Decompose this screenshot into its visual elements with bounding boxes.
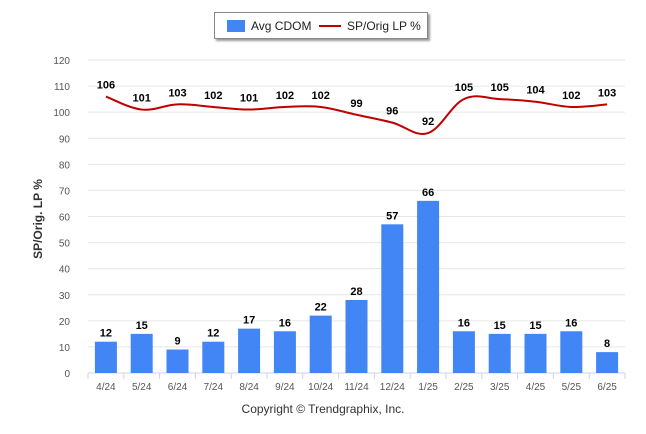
bar [524,333,547,373]
x-tick-label: 1/25 [418,382,438,393]
line-data-label: 96 [386,106,398,118]
legend-item-avg-cdom: Avg CDOM [227,19,311,33]
bar [309,315,332,373]
y-tick-label: 10 [59,343,71,354]
legend-swatch-line [319,25,341,27]
bar [130,333,153,373]
line-data-label: 105 [491,82,509,94]
bar [238,328,261,373]
y-tick-label: 50 [59,239,71,250]
bar [273,331,296,373]
legend-item-sp-orig-lp: SP/Orig LP % [319,19,421,33]
line-data-label: 102 [312,90,330,102]
line-data-label: 103 [598,87,616,99]
y-tick-label: 110 [54,82,70,93]
line-data-label: 99 [350,98,362,110]
y-axis-label: SP/Orig. LP % [31,179,45,259]
bar-data-label: 8 [604,338,610,350]
bar [166,349,189,373]
bar-data-label: 57 [386,210,398,222]
x-tick-label: 6/24 [168,382,188,393]
y-tick-label: 80 [59,160,71,171]
bar-data-label: 16 [458,317,470,329]
line-data-label: 103 [168,87,186,99]
bar [488,333,511,373]
x-tick-label: 4/25 [526,382,546,393]
legend-label-avg-cdom: Avg CDOM [251,19,312,33]
series-line-sp-orig-lp [105,95,608,135]
y-tick-label: 30 [59,291,71,302]
bar [381,224,404,373]
line-data-label: 101 [133,93,151,105]
bar-data-label: 66 [422,187,434,199]
line-data-label: 104 [526,85,545,97]
y-tick-label: 90 [59,134,71,145]
line-data-label: 102 [204,90,222,102]
x-tick-label: 6/25 [597,382,617,393]
bar [417,200,440,373]
bar-data-label: 28 [350,286,362,298]
y-tick-label: 70 [59,186,71,197]
x-tick-label: 10/24 [308,382,333,393]
x-tick-label: 5/25 [562,382,582,393]
copyright-text: Copyright © Trendgraphix, Inc. [241,402,405,416]
x-tick-label: 5/24 [132,382,152,393]
bar-data-label: 22 [315,302,327,314]
line-data-label: 92 [422,116,434,128]
x-tick-label: 11/24 [344,382,369,393]
line-data-label: 102 [562,90,580,102]
y-tick-label: 120 [53,56,70,67]
x-tick-label: 8/24 [239,382,259,393]
bar-data-label: 12 [100,328,112,340]
line-data-label: 106 [97,80,115,92]
y-tick-label: 40 [59,265,71,276]
bar [452,331,475,373]
bar-data-label: 15 [529,320,541,332]
bar-data-label: 15 [136,320,148,332]
bar-data-label: 9 [174,336,180,348]
bar-data-label: 17 [243,315,255,327]
line-data-label: 105 [455,82,473,94]
y-tick-label: 100 [53,108,70,119]
bar [202,341,225,373]
y-tick-label: 20 [59,317,71,328]
x-tick-label: 2/25 [454,382,474,393]
bar-data-label: 16 [565,317,577,329]
bar-data-label: 16 [279,317,291,329]
legend: Avg CDOM SP/Orig LP % [214,12,428,39]
x-tick-label: 9/24 [275,382,295,393]
y-tick-label: 0 [64,369,70,380]
bar [596,352,619,373]
x-tick-label: 4/24 [96,382,116,393]
bar-data-label: 12 [207,328,219,340]
bar [345,299,368,373]
x-tick-label: 12/24 [380,382,405,393]
line-data-label: 102 [276,90,294,102]
bar-data-label: 15 [494,320,506,332]
bar [94,341,117,373]
bar [560,331,583,373]
x-tick-label: 3/25 [490,382,510,393]
line-data-label: 101 [240,93,258,105]
x-tick-label: 7/24 [204,382,224,393]
legend-swatch-bar [227,20,245,32]
legend-label-sp-orig-lp: SP/Orig LP % [347,19,421,33]
y-tick-label: 60 [59,213,71,224]
